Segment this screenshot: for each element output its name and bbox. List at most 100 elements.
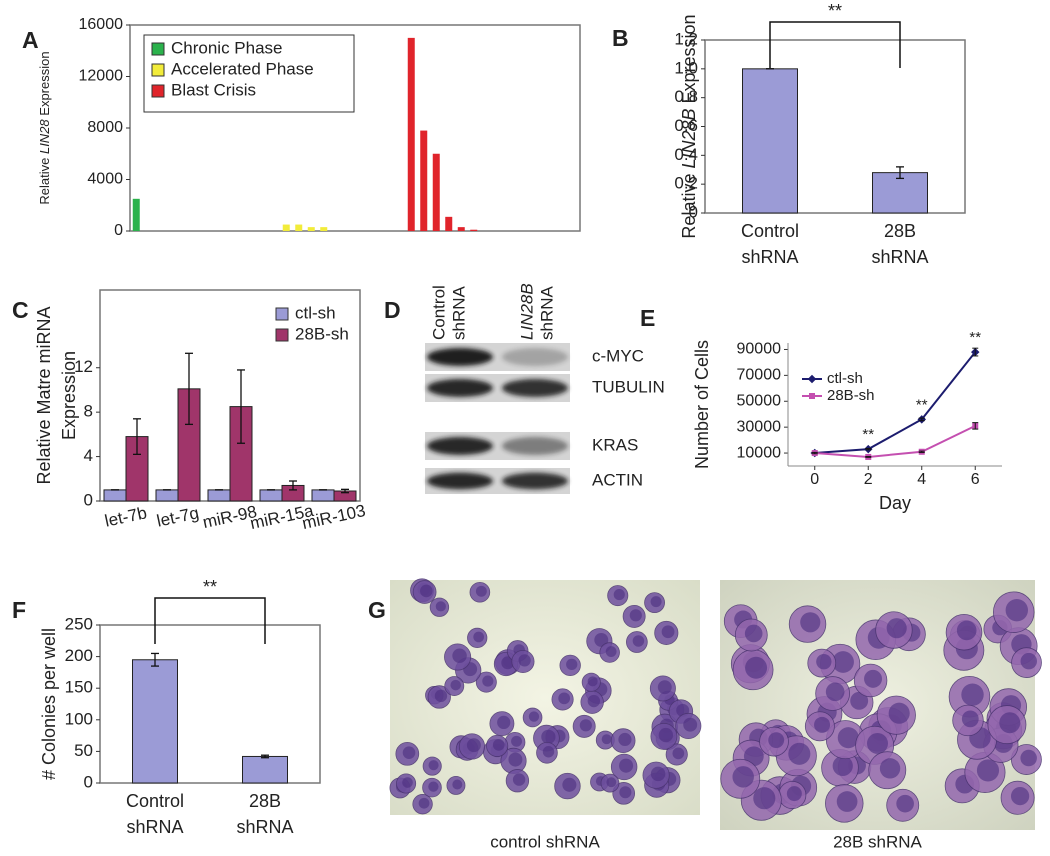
nucleus (837, 727, 859, 749)
x-tick-label: shRNA (236, 817, 293, 837)
panel-letter: F (12, 597, 26, 623)
nucleus (566, 658, 578, 670)
x-tick-label: 4 (917, 471, 926, 488)
error-bar (865, 448, 872, 451)
error-bar (237, 369, 245, 444)
nucleus (956, 620, 977, 641)
legend-label: 28B-sh (295, 324, 349, 343)
significance-bracket (769, 21, 901, 68)
nucleus (466, 738, 481, 753)
nucleus (999, 712, 1021, 734)
panel-letter: D (384, 297, 401, 323)
nucleus (888, 702, 910, 724)
bar (470, 229, 478, 231)
nucleus (629, 609, 642, 622)
nucleus (601, 734, 612, 745)
y-tick-label: 16000 (79, 16, 124, 33)
x-tick-label: 0 (810, 471, 819, 488)
nucleus (473, 631, 485, 643)
y-tick-label: 0 (84, 772, 93, 791)
nucleus (867, 732, 888, 754)
nucleus (825, 682, 845, 702)
bar (872, 172, 928, 214)
y-tick-label: 12000 (79, 68, 124, 85)
bar (407, 37, 415, 231)
y-axis-label: # Colonies per well (39, 628, 59, 780)
nucleus (542, 746, 555, 758)
nucleus (562, 777, 577, 792)
nucleus (501, 656, 515, 670)
nucleus (632, 635, 645, 647)
blot-band (427, 472, 493, 490)
nucleus (832, 651, 854, 673)
x-axis-label: Day (879, 493, 911, 513)
nucleus (650, 596, 662, 608)
nucleus (452, 779, 463, 790)
band-label: ACTIN (592, 470, 643, 489)
error-bar (896, 166, 904, 180)
nucleus (650, 766, 666, 782)
nucleus (850, 691, 869, 710)
x-tick-label: 6 (971, 471, 980, 488)
nucleus (879, 758, 901, 779)
nucleus (672, 747, 685, 760)
image-caption: 28B shRNA (833, 832, 922, 851)
nucleus (452, 648, 467, 663)
lane-label: LIN28B (517, 283, 536, 340)
nucleus (1020, 652, 1037, 670)
nucleus (558, 692, 571, 705)
nucleus (402, 777, 413, 788)
annotation: ** (916, 396, 928, 413)
nucleus (683, 717, 698, 732)
bar (295, 224, 303, 231)
y-tick-label: 70000 (737, 367, 782, 384)
nucleus (528, 711, 540, 722)
panel-letter: C (12, 297, 29, 323)
nucleus (961, 683, 984, 706)
nucleus (613, 589, 625, 601)
nucleus (864, 669, 883, 688)
x-tick-label: shRNA (741, 247, 798, 267)
x-tick-label: let-7g (155, 503, 201, 530)
nucleus (816, 654, 832, 670)
y-tick-label: 0.8 (674, 87, 698, 106)
nucleus (896, 794, 914, 813)
nucleus (402, 746, 416, 759)
bar (445, 216, 453, 231)
bar (320, 227, 328, 231)
nucleus (435, 601, 446, 612)
bar (311, 489, 335, 502)
nucleus (594, 632, 609, 647)
image-caption: control shRNA (490, 832, 600, 851)
blot-band (427, 348, 493, 366)
bar (307, 227, 315, 231)
x-tick-label: let-7b (103, 503, 149, 530)
nucleus (418, 797, 430, 809)
y-tick-label: 4 (84, 446, 93, 465)
legend-swatch (275, 328, 289, 342)
y-tick-label: 1.2 (674, 29, 698, 48)
error-bar (811, 451, 818, 455)
nucleus (661, 625, 675, 639)
bar (432, 153, 440, 231)
legend-swatch (151, 84, 165, 98)
bar (103, 489, 127, 502)
y-tick-label: 0.6 (674, 116, 698, 135)
nucleus (420, 584, 433, 598)
x-tick-label: Control (126, 791, 184, 811)
legend-label: ctl-sh (827, 370, 863, 387)
y-tick-label: 0 (689, 202, 698, 221)
legend-swatch (151, 42, 165, 56)
y-tick-label: 1.0 (674, 58, 698, 77)
lane-label: Control (429, 285, 448, 340)
text-part: Relative (37, 154, 52, 205)
blot-band (427, 437, 493, 455)
nucleus (518, 654, 531, 667)
y-tick-label: 50000 (737, 392, 782, 409)
nucleus (814, 716, 831, 733)
significance-label: ** (828, 1, 842, 21)
nucleus (605, 646, 617, 657)
blot-band (502, 437, 568, 455)
legend-label: Chronic Phase (171, 38, 283, 57)
